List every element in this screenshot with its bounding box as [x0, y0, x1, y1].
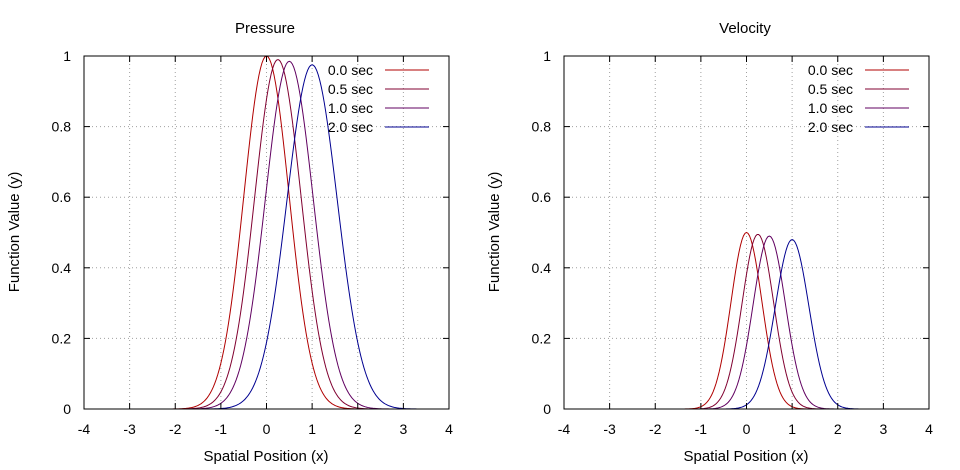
velocity-x-tick-label: 2	[834, 421, 842, 437]
pressure-x-tick-label: -3	[123, 421, 136, 437]
pressure-legend-label: 2.0 sec	[328, 119, 373, 135]
velocity-legend-label: 0.0 sec	[808, 62, 853, 78]
pressure-y-tick-label: 0.4	[52, 260, 72, 276]
pressure-x-tick-label: -4	[78, 421, 91, 437]
pressure-chart: Pressure -4 -3 -2 -1 0 1 2 3 4 0 0.2 0.4 0.6 0.8 1 0.0…	[6, 20, 453, 465]
velocity-legend-label: 0.5 sec	[808, 81, 853, 97]
pressure-y-tick-label: 1	[63, 48, 71, 64]
velocity-y-axis-label: Function Value (y)	[486, 172, 503, 293]
pressure-y-tick-label: 0.8	[52, 119, 72, 135]
velocity-x-tick-label: 0	[743, 421, 751, 437]
velocity-x-tick-label: 1	[788, 421, 796, 437]
pressure-x-tick-label: 4	[445, 421, 453, 437]
velocity-legend-label: 1.0 sec	[808, 100, 853, 116]
pressure-legend-label: 1.0 sec	[328, 100, 373, 116]
pressure-y-tick-label: 0.6	[52, 189, 72, 205]
pressure-y-axis-label: Function Value (y)	[6, 172, 23, 293]
velocity-legend-label: 2.0 sec	[808, 119, 853, 135]
pressure-x-tick-label: 3	[399, 421, 407, 437]
velocity-y-tick-label: 0.4	[532, 260, 552, 276]
velocity-chart: Velocity -4 -3 -2 -1 0 1 2 3 4 0 0.2 0.4 0.6 0.8 1 0.0…	[486, 20, 933, 465]
pressure-y-tick-label: 0	[63, 401, 71, 417]
pressure-x-tick-label: -2	[169, 421, 182, 437]
velocity-x-tick-label: 4	[925, 421, 933, 437]
pressure-x-tick-label: -1	[215, 421, 228, 437]
velocity-x-tick-label: -4	[558, 421, 571, 437]
velocity-x-tick-label: 3	[879, 421, 887, 437]
velocity-series-line	[564, 235, 929, 410]
velocity-x-axis-label: Spatial Position (x)	[683, 448, 808, 465]
velocity-y-tick-label: 0.8	[532, 119, 552, 135]
pressure-x-tick-label: 2	[354, 421, 362, 437]
velocity-title: Velocity	[719, 20, 771, 37]
velocity-x-tick-label: -2	[649, 421, 662, 437]
velocity-y-tick-label: 0.6	[532, 189, 552, 205]
pressure-legend-label: 0.0 sec	[328, 62, 373, 78]
velocity-y-tick-label: 1	[543, 48, 551, 64]
pressure-y-tick-label: 0.2	[52, 330, 72, 346]
pressure-x-tick-label: 1	[308, 421, 316, 437]
velocity-x-tick-label: -1	[695, 421, 708, 437]
velocity-y-tick-label: 0	[543, 401, 551, 417]
pressure-x-tick-label: 0	[263, 421, 271, 437]
pressure-x-axis-label: Spatial Position (x)	[203, 448, 328, 465]
velocity-y-tick-label: 0.2	[532, 330, 552, 346]
velocity-x-tick-label: -3	[603, 421, 616, 437]
pressure-title: Pressure	[235, 20, 295, 37]
pressure-legend-label: 0.5 sec	[328, 81, 373, 97]
